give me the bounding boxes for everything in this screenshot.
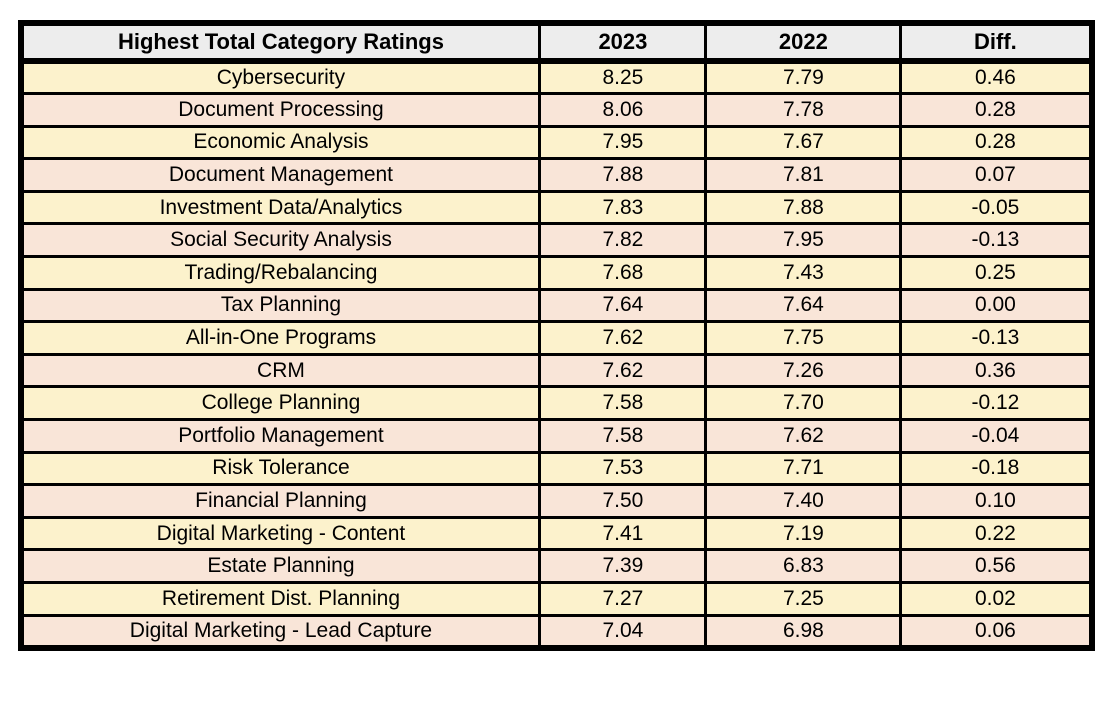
category-cell: Risk Tolerance — [18, 450, 542, 487]
table-row: Risk Tolerance 7.53 7.71 -0.18 — [18, 450, 1093, 487]
value-2022-cell: 7.26 — [704, 352, 903, 389]
category-cell: CRM — [18, 352, 542, 389]
table-row: Digital Marketing - Lead Capture 7.04 6.98… — [18, 613, 1093, 650]
value-2022-cell: 7.78 — [704, 92, 903, 128]
value-2023-cell: 7.82 — [538, 222, 708, 259]
diff-cell: -0.18 — [899, 450, 1093, 487]
value-2022-cell: 7.62 — [704, 418, 903, 454]
value-2023-cell: 7.50 — [538, 483, 708, 519]
table-row: Social Security Analysis 7.82 7.95 -0.13 — [18, 222, 1093, 259]
value-2022-cell: 7.64 — [704, 287, 903, 324]
value-2023-cell: 8.06 — [538, 92, 708, 128]
table-row: Retirement Dist. Planning 7.27 7.25 0.02 — [18, 581, 1093, 617]
value-2023-cell: 7.83 — [538, 189, 708, 226]
category-cell: Estate Planning — [18, 548, 542, 584]
value-2022-cell: 7.81 — [704, 157, 903, 193]
table-body: Cybersecurity 8.25 7.79 0.46 Document Proces… — [18, 59, 1093, 650]
diff-cell: -0.05 — [899, 189, 1093, 226]
diff-cell: 0.07 — [899, 157, 1093, 193]
diff-cell: 0.10 — [899, 483, 1093, 519]
header-2022: 2022 — [704, 21, 903, 64]
value-2023-cell: 7.64 — [538, 287, 708, 324]
diff-cell: 0.25 — [899, 255, 1093, 291]
value-2023-cell: 7.62 — [538, 320, 708, 356]
category-cell: Cybersecurity — [18, 59, 542, 96]
diff-cell: 0.06 — [899, 613, 1093, 650]
category-cell: Portfolio Management — [18, 418, 542, 454]
value-2022-cell: 6.98 — [704, 613, 903, 650]
value-2022-cell: 7.19 — [704, 515, 903, 552]
table-row: College Planning 7.58 7.70 -0.12 — [18, 385, 1093, 422]
diff-cell: -0.13 — [899, 222, 1093, 259]
category-cell: Document Processing — [18, 92, 542, 128]
value-2022-cell: 7.70 — [704, 385, 903, 422]
value-2023-cell: 7.58 — [538, 418, 708, 454]
value-2023-cell: 7.88 — [538, 157, 708, 193]
category-cell: Financial Planning — [18, 483, 542, 519]
diff-cell: 0.22 — [899, 515, 1093, 552]
category-cell: Digital Marketing - Lead Capture — [18, 613, 542, 650]
table-row: Digital Marketing - Content 7.41 7.19 0.22 — [18, 515, 1093, 552]
header-diff: Diff. — [899, 21, 1093, 64]
diff-cell: -0.13 — [899, 320, 1093, 356]
table-row: Cybersecurity 8.25 7.79 0.46 — [18, 59, 1093, 96]
diff-cell: 0.36 — [899, 352, 1093, 389]
value-2023-cell: 7.95 — [538, 124, 708, 161]
table-row: Financial Planning 7.50 7.40 0.10 — [18, 483, 1093, 519]
diff-cell: 0.56 — [899, 548, 1093, 584]
category-cell: Economic Analysis — [18, 124, 542, 161]
category-cell: Digital Marketing - Content — [18, 515, 542, 552]
value-2022-cell: 7.25 — [704, 581, 903, 617]
table-row: Economic Analysis 7.95 7.67 0.28 — [18, 124, 1093, 161]
diff-cell: -0.04 — [899, 418, 1093, 454]
value-2022-cell: 7.71 — [704, 450, 903, 487]
header-category: Highest Total Category Ratings — [18, 21, 542, 64]
value-2023-cell: 7.41 — [538, 515, 708, 552]
value-2023-cell: 7.53 — [538, 450, 708, 487]
value-2022-cell: 7.95 — [704, 222, 903, 259]
diff-cell: 0.00 — [899, 287, 1093, 324]
value-2022-cell: 7.43 — [704, 255, 903, 291]
category-cell: All-in-One Programs — [18, 320, 542, 356]
table-row: Document Management 7.88 7.81 0.07 — [18, 157, 1093, 193]
value-2023-cell: 7.62 — [538, 352, 708, 389]
value-2023-cell: 8.25 — [538, 59, 708, 96]
category-cell: Trading/Rebalancing — [18, 255, 542, 291]
category-cell: Tax Planning — [18, 287, 542, 324]
category-cell: Investment Data/Analytics — [18, 189, 542, 226]
table-row: Investment Data/Analytics 7.83 7.88 -0.05 — [18, 189, 1093, 226]
diff-cell: -0.12 — [899, 385, 1093, 422]
diff-cell: 0.28 — [899, 92, 1093, 128]
category-cell: College Planning — [18, 385, 542, 422]
table-row: Portfolio Management 7.58 7.62 -0.04 — [18, 418, 1093, 454]
value-2023-cell: 7.68 — [538, 255, 708, 291]
diff-cell: 0.02 — [899, 581, 1093, 617]
table-row: Trading/Rebalancing 7.68 7.43 0.25 — [18, 255, 1093, 291]
header-2023: 2023 — [538, 21, 708, 64]
value-2022-cell: 7.67 — [704, 124, 903, 161]
value-2022-cell: 7.88 — [704, 189, 903, 226]
header-row: Highest Total Category Ratings 2023 2022… — [18, 21, 1093, 64]
value-2022-cell: 7.79 — [704, 59, 903, 96]
diff-cell: 0.46 — [899, 59, 1093, 96]
table-row: CRM 7.62 7.26 0.36 — [18, 352, 1093, 389]
table-row: Tax Planning 7.64 7.64 0.00 — [18, 287, 1093, 324]
value-2022-cell: 7.40 — [704, 483, 903, 519]
value-2023-cell: 7.04 — [538, 613, 708, 650]
table-row: Estate Planning 7.39 6.83 0.56 — [18, 548, 1093, 584]
ratings-table: Highest Total Category Ratings 2023 2022… — [17, 20, 1095, 651]
value-2023-cell: 7.39 — [538, 548, 708, 584]
value-2023-cell: 7.58 — [538, 385, 708, 422]
value-2023-cell: 7.27 — [538, 581, 708, 617]
table-row: Document Processing 8.06 7.78 0.28 — [18, 92, 1093, 128]
category-cell: Retirement Dist. Planning — [18, 581, 542, 617]
table-row: All-in-One Programs 7.62 7.75 -0.13 — [18, 320, 1093, 356]
value-2022-cell: 6.83 — [704, 548, 903, 584]
category-cell: Social Security Analysis — [18, 222, 542, 259]
value-2022-cell: 7.75 — [704, 320, 903, 356]
diff-cell: 0.28 — [899, 124, 1093, 161]
category-cell: Document Management — [18, 157, 542, 193]
